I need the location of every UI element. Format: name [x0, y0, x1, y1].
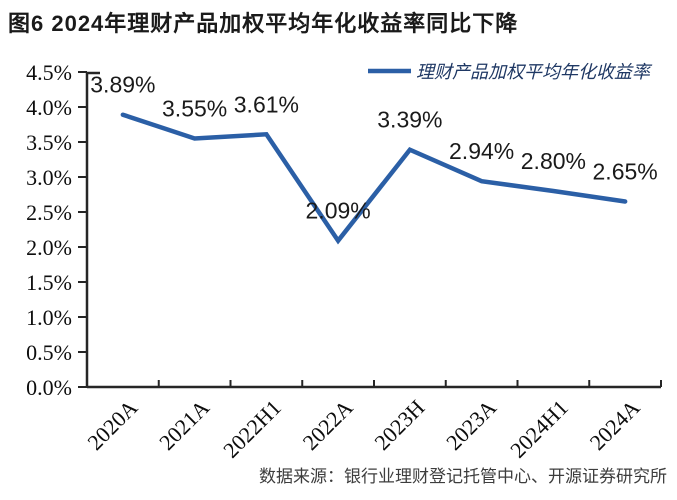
x-axis-category-label: 2024H1 — [505, 395, 573, 463]
y-axis-tick-label: 3.0% — [26, 165, 72, 190]
x-axis-category-label: 2022H1 — [218, 395, 286, 463]
data-label: 2.09% — [306, 198, 371, 224]
x-axis-category-label: 2023H — [369, 395, 429, 455]
y-axis-tick-label: 0.0% — [26, 375, 72, 400]
data-source: 数据来源：银行业理财登记托管中心、开源证券研究所 — [259, 467, 667, 486]
data-label: 3.89% — [90, 72, 155, 98]
y-axis-tick-label: 1.0% — [26, 305, 72, 330]
data-label: 2.80% — [521, 148, 586, 174]
data-label: 2.94% — [449, 138, 514, 164]
y-axis-tick-label: 0.5% — [26, 340, 72, 365]
data-label: 3.61% — [234, 91, 299, 117]
legend-label: 理财产品加权平均年化收益率 — [416, 62, 653, 82]
chart-title: 图6 2024年理财产品加权平均年化收益率同比下降 — [8, 11, 519, 36]
data-label: 2.65% — [593, 159, 658, 185]
series-line — [120, 112, 628, 245]
x-axis-category-label: 2023A — [441, 395, 501, 455]
x-axis-category-label: 2021A — [154, 395, 214, 455]
y-axis-tick-label: 3.5% — [26, 130, 72, 155]
y-axis-tick-label: 1.5% — [26, 270, 72, 295]
y-axis-tick-label: 2.0% — [26, 235, 72, 260]
data-label: 3.39% — [377, 107, 442, 133]
data-label: 3.55% — [162, 96, 227, 122]
x-axis-category-label: 2020A — [82, 395, 142, 455]
y-axis-tick-label: 4.5% — [26, 60, 72, 85]
y-axis-tick-label: 4.0% — [26, 95, 72, 120]
x-axis-category-label: 2022A — [298, 395, 358, 455]
y-axis-tick-label: 2.5% — [26, 200, 72, 225]
x-axis-category-label: 2024A — [585, 395, 645, 455]
